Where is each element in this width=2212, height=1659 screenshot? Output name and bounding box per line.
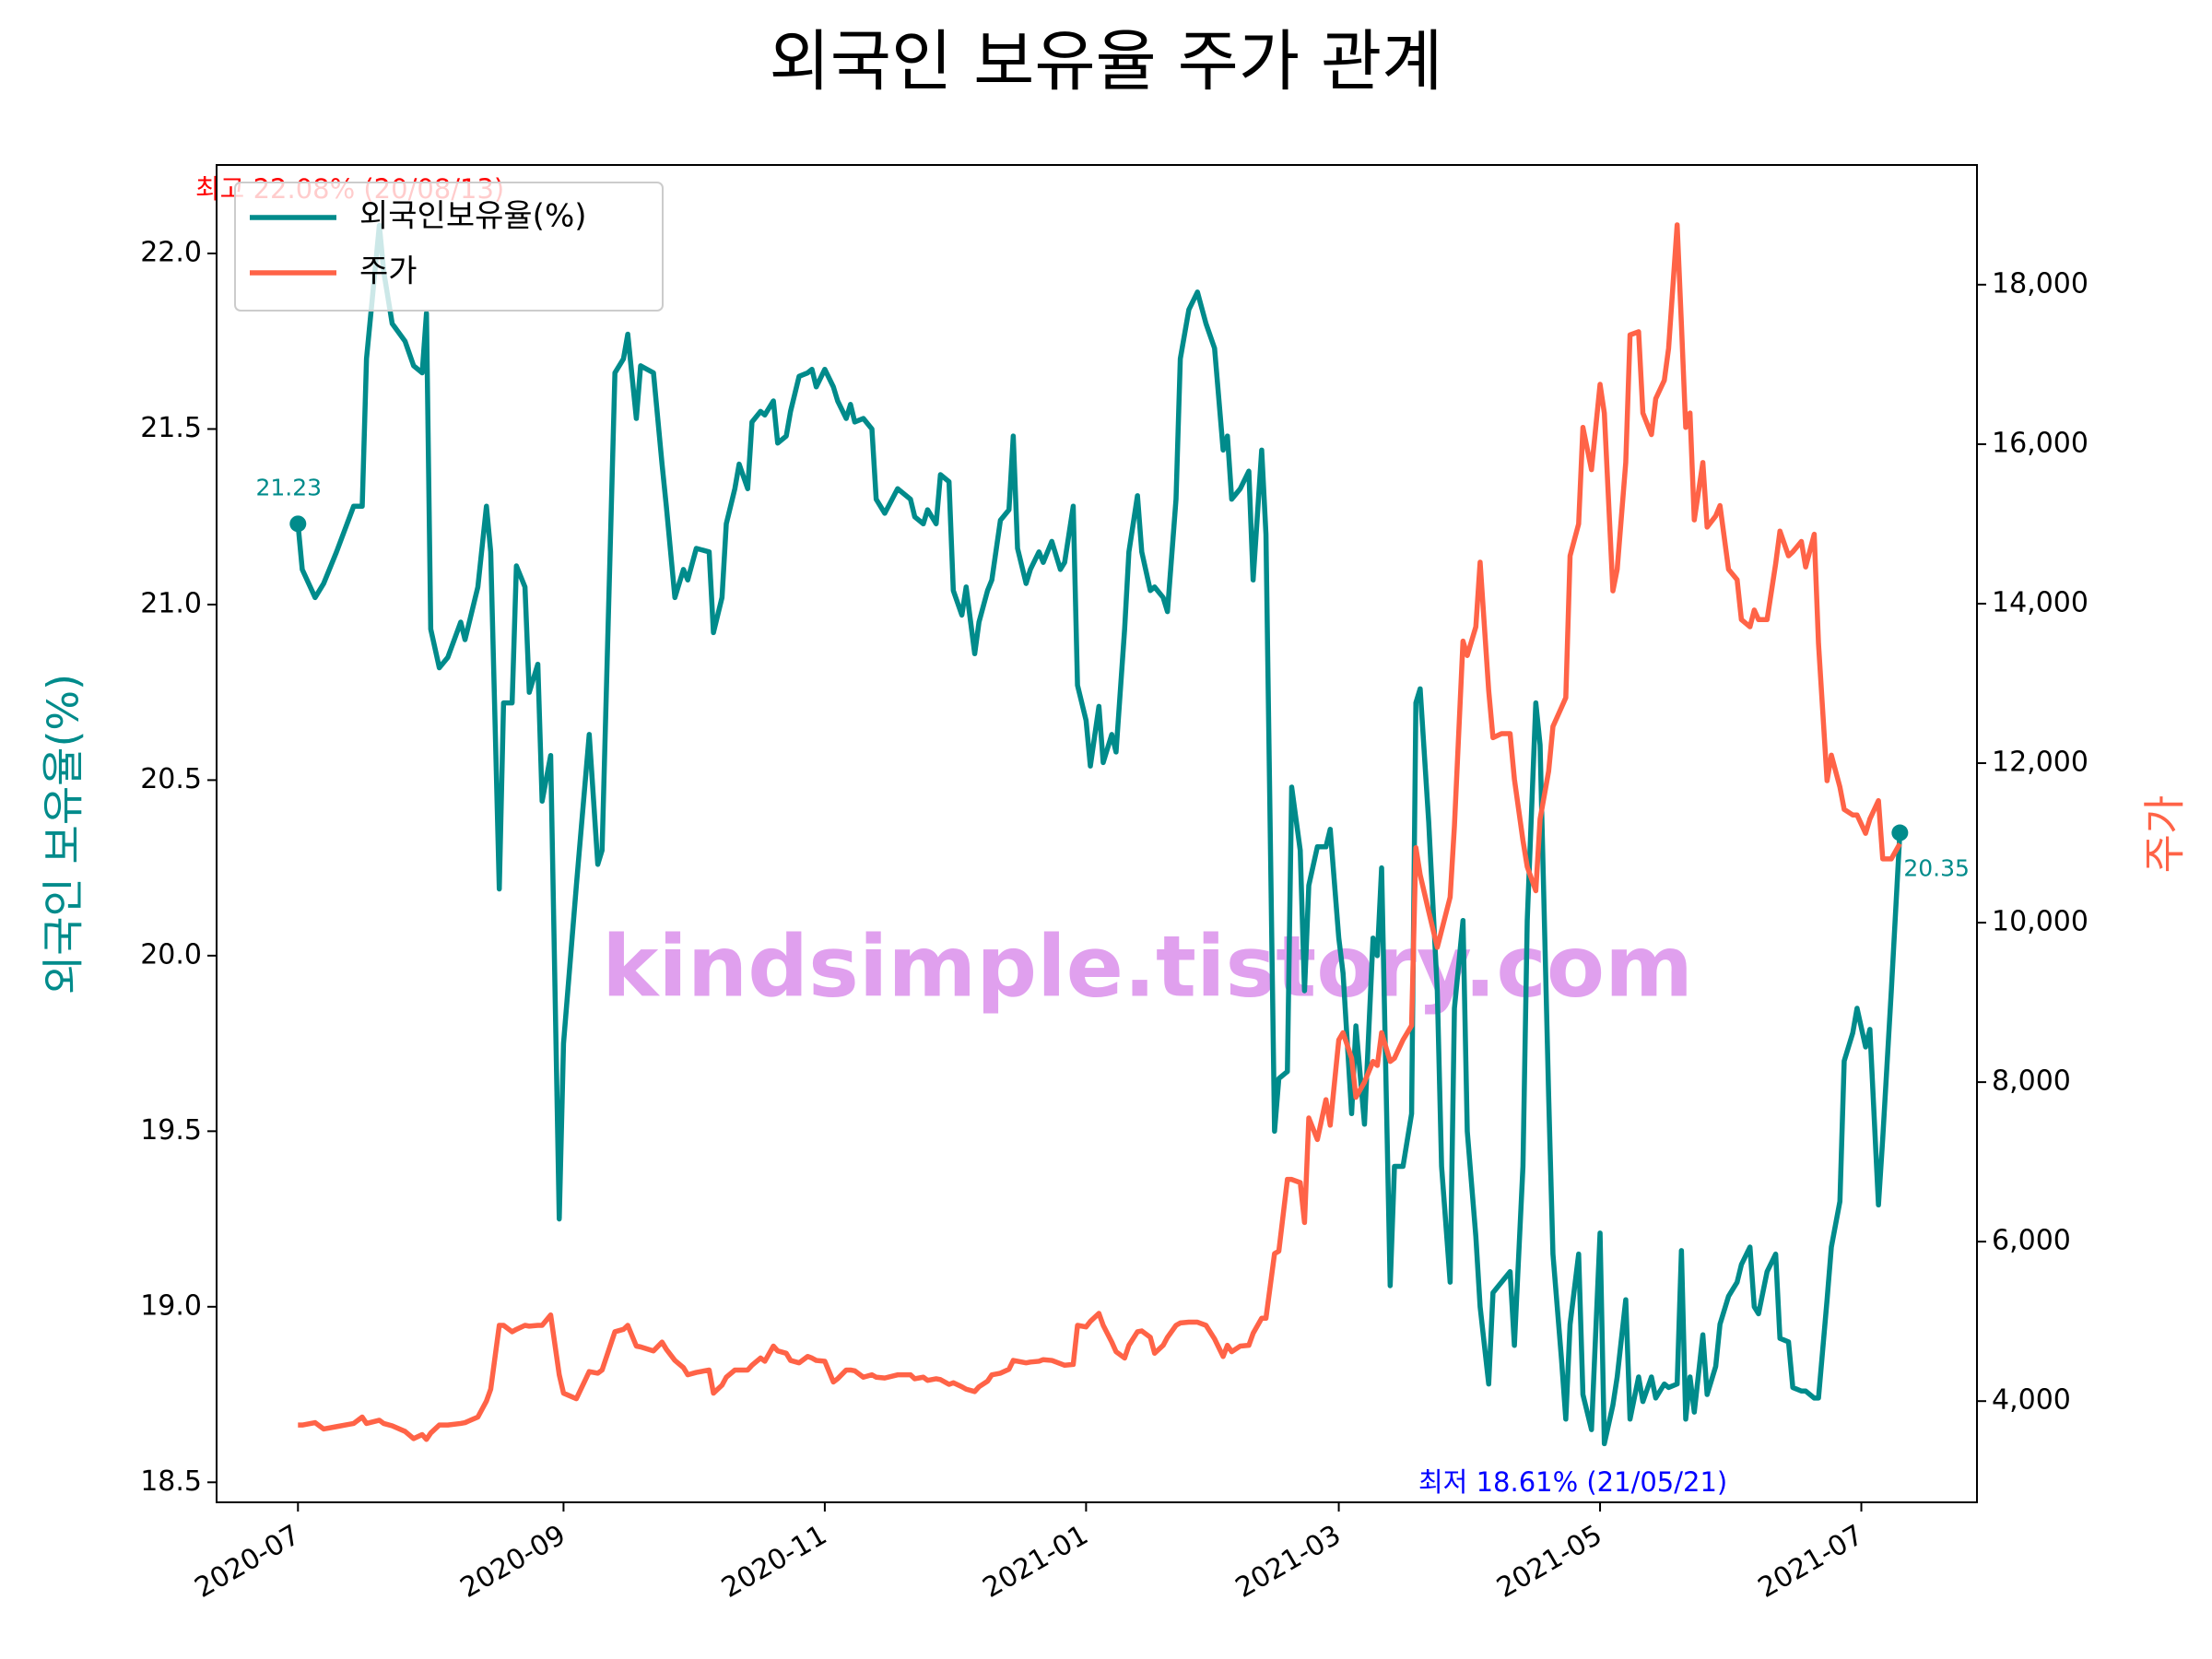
series-line: [298, 222, 1902, 1442]
watermark: kindsimple.tistory.com: [602, 917, 1693, 1016]
y2-tick-label: 4,000: [1992, 1384, 2071, 1417]
chart-title: 외국인 보유율 주가 관계: [769, 23, 1442, 100]
plot-frame: [216, 164, 1978, 1503]
y-tick-label: 21.5: [140, 412, 202, 444]
legend-box: [234, 182, 664, 312]
y2-tick-label: 18,000: [1992, 267, 2088, 300]
y-tick-label: 20.5: [140, 763, 202, 795]
annotation: 최저 18.61% (21/05/21): [1418, 1466, 1727, 1498]
y-tick-label: 20.0: [140, 938, 202, 971]
series-line: [295, 222, 1903, 1447]
y2-axis-label: 주가: [2140, 795, 2190, 874]
y-tick-label: 21.0: [140, 587, 202, 619]
y-tick-label: 22.0: [140, 236, 202, 268]
y-tick-label: 18.5: [140, 1465, 202, 1498]
end-point: [1891, 824, 1909, 841]
y2-tick-label: 12,000: [1992, 747, 2088, 779]
y2-tick-label: 10,000: [1992, 906, 2088, 938]
y-tick-label: 19.0: [140, 1289, 202, 1322]
end-point: [289, 515, 307, 533]
y-axis-label: 외국인 보유율(%): [39, 674, 88, 994]
y2-tick-label: 14,000: [1992, 586, 2088, 618]
point-label: 20.35: [1903, 855, 1970, 882]
y2-tick-label: 8,000: [1992, 1065, 2071, 1098]
legend-label: 주가: [359, 253, 418, 290]
y-tick-label: 19.5: [140, 1114, 202, 1147]
point-label: 21.23: [256, 474, 323, 500]
y2-tick-label: 6,000: [1992, 1225, 2071, 1257]
y2-tick-label: 16,000: [1992, 427, 2088, 459]
legend-label: 외국인보유율(%): [359, 198, 587, 235]
